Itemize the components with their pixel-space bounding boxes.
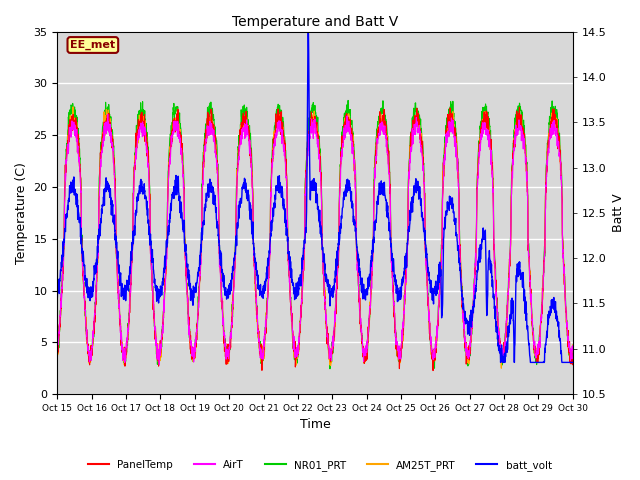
Title: Temperature and Batt V: Temperature and Batt V xyxy=(232,15,398,29)
Y-axis label: Temperature (C): Temperature (C) xyxy=(15,162,28,264)
Y-axis label: Batt V: Batt V xyxy=(612,193,625,232)
Legend: PanelTemp, AirT, NR01_PRT, AM25T_PRT, batt_volt: PanelTemp, AirT, NR01_PRT, AM25T_PRT, ba… xyxy=(84,456,556,475)
X-axis label: Time: Time xyxy=(300,419,330,432)
Text: EE_met: EE_met xyxy=(70,40,115,50)
